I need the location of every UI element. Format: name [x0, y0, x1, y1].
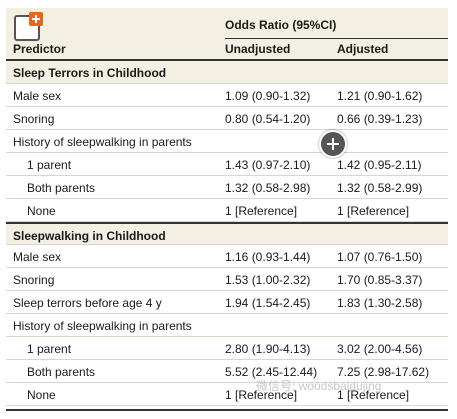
- table-row: None 1 [Reference] 1 [Reference]: [6, 383, 448, 406]
- expand-figure-icon[interactable]: [14, 12, 43, 41]
- predictor-cell: 1 parent: [27, 342, 72, 356]
- predictor-cell: Male sex: [13, 89, 62, 103]
- adjusted-cell: 0.66 (0.39-1.23): [337, 112, 423, 126]
- watermark-text: 微信号: woodsbaidujing: [256, 379, 382, 393]
- bottom-rule: [6, 409, 448, 411]
- odds-ratio-heading: Odds Ratio (95%CI): [225, 18, 337, 32]
- unadjusted-cell: 1.16 (0.93-1.44): [225, 250, 311, 264]
- unadjusted-cell: 2.80 (1.90-4.13): [225, 342, 311, 356]
- table-row: 1 parent 1.43 (0.97-2.10) 1.42 (0.95-2.11): [6, 153, 448, 176]
- predictor-cell: None: [27, 388, 56, 402]
- table-row: None 1 [Reference] 1 [Reference]: [6, 199, 448, 222]
- predictor-cell: Sleep Terrors in Childhood: [13, 66, 167, 80]
- adjusted-cell: 1.70 (0.85-3.37): [337, 273, 423, 287]
- predictor-cell: Male sex: [13, 250, 62, 264]
- adjusted-cell: 1.07 (0.76-1.50): [337, 250, 423, 264]
- predictor-cell: History of sleepwalking in parents: [13, 135, 192, 149]
- table-row: Male sex 1.16 (0.93-1.44) 1.07 (0.76-1.50): [6, 245, 448, 268]
- table-row: 1 parent 2.80 (1.90-4.13) 3.02 (2.00-4.56): [6, 337, 448, 360]
- adjusted-cell: 1.83 (1.30-2.58): [337, 296, 423, 310]
- table-row: History of sleepwalking in parents: [6, 314, 448, 337]
- predictor-cell: Sleep terrors before age 4 y: [13, 296, 162, 310]
- table-row: History of sleepwalking in parents: [6, 130, 448, 153]
- table-row: Snoring 0.80 (0.54-1.20) 0.66 (0.39-1.23): [6, 107, 448, 130]
- adjusted-cell: 1.32 (0.58-2.99): [337, 181, 423, 195]
- table-row: Both parents 5.52 (2.45-12.44) 7.25 (2.98-…: [6, 360, 448, 383]
- predictor-cell: Sleepwalking in Childhood: [13, 229, 166, 243]
- table-row: Male sex 1.09 (0.90-1.32) 1.21 (0.90-1.62): [6, 84, 448, 107]
- table-row: Snoring 1.53 (1.00-2.32) 1.70 (0.85-3.37): [6, 268, 448, 291]
- adjusted-cell: 1.42 (0.95-2.11): [337, 158, 422, 172]
- predictor-cell: Both parents: [27, 181, 96, 195]
- unadjusted-cell: 1.94 (1.54-2.45): [225, 296, 311, 310]
- table-row: Both parents 1.32 (0.58-2.98) 1.32 (0.58-2…: [6, 176, 448, 199]
- unadjusted-cell: 0.80 (0.54-1.20): [225, 112, 311, 126]
- predictor-cell: Both parents: [27, 365, 96, 379]
- predictor-cell: Snoring: [13, 112, 55, 126]
- table-header: Odds Ratio (95%CI) Predictor Unadjusted …: [6, 8, 448, 61]
- unadjusted-cell: 1 [Reference]: [225, 388, 298, 402]
- adjusted-cell: 7.25 (2.98-17.62): [337, 365, 430, 379]
- table-row: Sleep terrors before age 4 y 1.94 (1.54-2…: [6, 291, 448, 314]
- unadjusted-cell: 1.09 (0.90-1.32): [225, 89, 311, 103]
- predictor-cell: History of sleepwalking in parents: [13, 319, 192, 333]
- section-row: Sleep Terrors in Childhood: [6, 61, 448, 84]
- predictor-cell: Snoring: [13, 273, 55, 287]
- predictor-cell: 1 parent: [27, 158, 72, 172]
- unadjusted-cell: 1.43 (0.97-2.10): [225, 158, 311, 172]
- adjusted-cell: 3.02 (2.00-4.56): [337, 342, 423, 356]
- odds-ratio-table: Odds Ratio (95%CI) Predictor Unadjusted …: [6, 8, 448, 411]
- zoom-plus-icon[interactable]: [319, 130, 347, 158]
- section-row: Sleepwalking in Childhood: [6, 222, 448, 245]
- odds-ratio-rule: [225, 38, 448, 39]
- predictor-cell: None: [27, 204, 56, 218]
- predictor-column-header: Predictor: [13, 42, 66, 56]
- adjusted-column-header: Adjusted: [337, 42, 389, 56]
- adjusted-cell: 1.21 (0.90-1.62): [337, 89, 423, 103]
- adjusted-cell: 1 [Reference]: [337, 388, 410, 402]
- unadjusted-cell: 5.52 (2.45-12.44): [225, 365, 318, 379]
- adjusted-cell: 1 [Reference]: [337, 204, 410, 218]
- unadjusted-cell: 1.53 (1.00-2.32): [225, 273, 311, 287]
- unadjusted-cell: 1.32 (0.58-2.98): [225, 181, 311, 195]
- unadjusted-column-header: Unadjusted: [225, 42, 291, 56]
- plus-badge-icon: [29, 12, 43, 26]
- unadjusted-cell: 1 [Reference]: [225, 204, 298, 218]
- header-rule: [6, 59, 448, 61]
